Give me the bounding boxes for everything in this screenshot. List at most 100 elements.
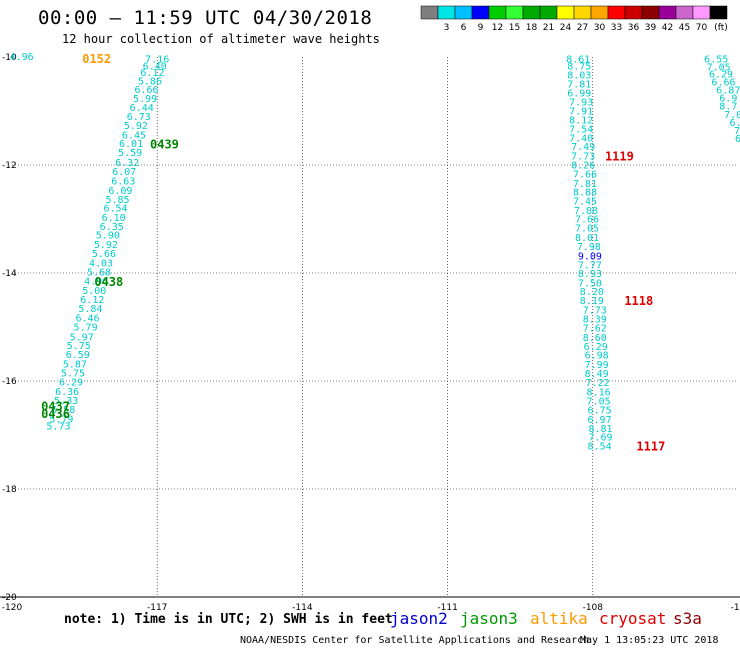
legend-tick-label: 6 xyxy=(461,23,467,33)
wave-height-label: 8.16 xyxy=(587,387,611,398)
wave-height-label: 5.99 xyxy=(133,94,157,105)
wave-height-label: 6.12 xyxy=(80,295,104,306)
orbit-time-label: 0438 xyxy=(94,275,123,289)
wave-height-label: 5.58 xyxy=(51,405,75,416)
legend-tick-label: 9 xyxy=(478,23,484,33)
legend-swatch xyxy=(624,5,643,20)
wave-height-label: 7.66 xyxy=(575,215,599,226)
wave-height-label: 6. xyxy=(730,118,740,129)
sat-cryosat-label: cryosat xyxy=(599,609,667,628)
wave-height-label: 8.54 xyxy=(588,441,612,452)
wave-height-label: 6.46 xyxy=(75,313,99,324)
x-tick-label: -120 xyxy=(2,603,23,613)
wave-height-label: 8.93 xyxy=(578,269,602,280)
note-text: note: 1) Time is in UTC; 2) SWH is in fe… xyxy=(64,612,393,627)
wave-height-label: 7.91 xyxy=(569,107,593,118)
wave-height-label: 7.81 xyxy=(573,179,597,190)
legend-tick-label: 39 xyxy=(645,23,657,33)
wave-height-label: 8.75 xyxy=(567,62,591,73)
legend-tick-label: 36 xyxy=(628,23,640,33)
legend-swatch xyxy=(488,5,507,20)
sat-altika-label: altika xyxy=(530,609,588,628)
sat-jason2-label: jason2 xyxy=(390,609,448,628)
wave-height-label: 6.66 xyxy=(711,77,735,88)
y-tick-label: -12 xyxy=(2,161,17,171)
wave-height-label: 4.03 xyxy=(89,258,113,269)
wave-height-label: 6.9 xyxy=(719,94,737,105)
legend-tick-label: 27 xyxy=(577,23,588,33)
legend-unit-label: (ft) xyxy=(714,23,728,33)
wave-height-label: 8.49 xyxy=(585,369,609,380)
wave-height-label: 5.75 xyxy=(67,341,91,352)
wave-height-label: 8.61 xyxy=(566,55,590,66)
wave-height-label: 8.39 xyxy=(583,314,607,325)
wave-height-label: 5.92 xyxy=(124,121,148,132)
orbit-time-label: 0152 xyxy=(82,52,111,66)
wave-height-label: 8.88 xyxy=(573,188,597,199)
wave-height-label: 6.01 xyxy=(119,139,143,150)
legend-swatch xyxy=(709,5,728,20)
legend-swatch xyxy=(522,5,541,20)
legend-swatch xyxy=(573,5,592,20)
wave-height-label: 9.09 xyxy=(578,251,602,262)
wave-height-label: 6.97 xyxy=(588,415,612,426)
wave-height-label: 8.60 xyxy=(583,333,607,344)
wave-height-label: 5.33 xyxy=(54,396,78,407)
footer-credit: NOAA/NESDIS Center for Satellite Applica… xyxy=(240,635,590,646)
wave-height-label: 5.84 xyxy=(78,304,102,315)
legend-swatch xyxy=(675,5,694,20)
wave-height-label: 5.66 xyxy=(92,249,116,260)
wave-height-label: 8.03 xyxy=(567,70,591,81)
wave-height-label: 6.29 xyxy=(709,69,733,80)
wave-height-label: 6.40 xyxy=(143,62,167,73)
wave-height-label: 5.85 xyxy=(105,195,129,206)
legend-swatch xyxy=(692,5,711,20)
wave-height-label: 7.50 xyxy=(578,278,602,289)
wave-height-label: 5.00 xyxy=(82,286,106,297)
wave-height-label: 6.44 xyxy=(130,103,154,114)
legend-swatch xyxy=(590,5,609,20)
wave-height-label: 5.68 xyxy=(87,267,111,278)
wave-height-points: 4.96 7.166.406.125.866.665.996.446.735.92… xyxy=(10,52,740,452)
legend-tick-label: 30 xyxy=(594,23,606,33)
wave-height-label: 8.20 xyxy=(580,287,604,298)
legend-tick-label: 21 xyxy=(543,23,554,33)
y-tick-label: -18 xyxy=(2,485,17,495)
legend-swatch xyxy=(556,5,575,20)
chart-title: 00:00 – 11:59 UTC 04/30/2018 xyxy=(38,7,373,29)
wave-height-label: 7.66 xyxy=(573,170,597,181)
x-tick-label: -114 xyxy=(292,603,313,613)
color-legend: 3 6 9 12 15 18 21 24 27 30 33 36 39 42 45 70 (ft) xyxy=(420,5,728,33)
wave-height-label: 7.54 xyxy=(569,124,593,135)
sat-s3a-label: s3a xyxy=(673,609,702,628)
wave-height-label: 8.81 xyxy=(588,424,612,435)
wave-height-label: 7.77 xyxy=(578,260,602,271)
legend-swatch xyxy=(437,5,456,20)
legend-tick-label: 45 xyxy=(679,23,690,33)
wave-height-label: 6.98 xyxy=(585,351,609,362)
wave-height-label: 6.10 xyxy=(102,213,126,224)
legend-tick-label: 12 xyxy=(492,23,503,33)
wave-height-label: 7.40 xyxy=(569,134,593,145)
wave-height-label: 6.36 xyxy=(55,387,79,398)
wave-height-label: 5.97 xyxy=(70,332,94,343)
legend-swatch xyxy=(471,5,490,20)
x-tick-label: -108 xyxy=(583,603,604,613)
x-tick-label: -117 xyxy=(147,603,167,613)
wave-height-label: 8.19 xyxy=(580,296,604,307)
wave-height-label: 6.99 xyxy=(567,89,591,100)
wave-height-label: 7.99 xyxy=(585,360,609,371)
wave-height-label: 6.12 xyxy=(140,68,164,79)
legend-tick-label: 42 xyxy=(662,23,673,33)
wave-height-label: 7.93 xyxy=(569,97,593,108)
wave-height-label: 7.0 xyxy=(724,110,740,121)
wave-height-label: 7.05 xyxy=(707,62,731,73)
wave-height-label: 6.66 xyxy=(135,85,159,96)
legend-tick-label: 24 xyxy=(560,23,572,33)
wave-height-label: 7.62 xyxy=(583,324,607,335)
orbit-time-label: 0437 xyxy=(41,399,70,413)
wave-height-label: 6.73 xyxy=(127,112,151,123)
wave-height-label: 6.09 xyxy=(108,186,132,197)
